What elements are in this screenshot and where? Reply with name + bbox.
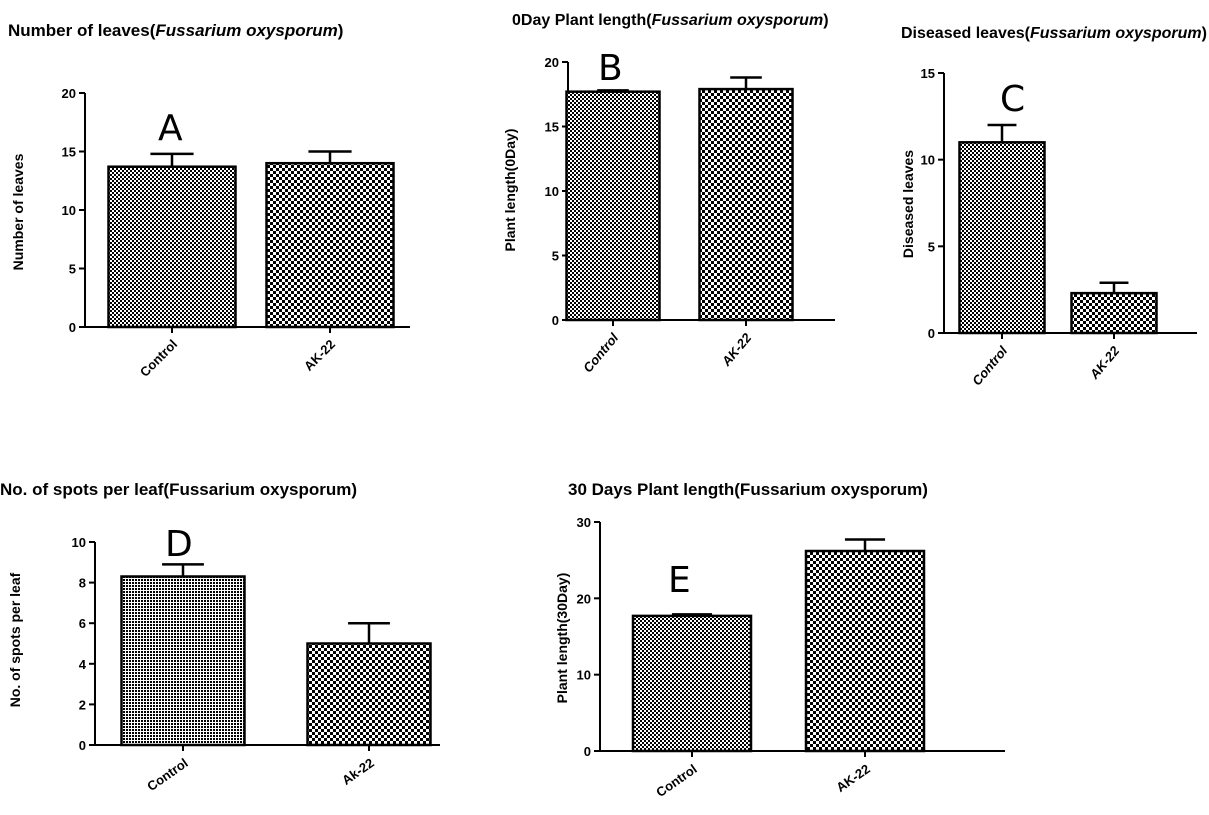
chart-title-text: Diseased leaves( <box>901 25 1031 42</box>
chart-title: Diseased leaves(Fussarium oxysporum) <box>901 25 1207 42</box>
y-tick-label: 20 <box>577 591 591 606</box>
bar-control <box>107 165 237 329</box>
y-tick-label: 0 <box>69 320 76 335</box>
y-tick-label: 8 <box>79 576 86 591</box>
chart-title-species: Fussarium oxysporum <box>652 12 824 29</box>
x-tick-label: Control <box>653 761 699 800</box>
y-tick-label: 0 <box>552 313 559 328</box>
y-axis-label: Plant length(30Day) <box>554 573 570 704</box>
y-tick-label: 0 <box>79 738 86 753</box>
x-tick-label: AK-22 <box>301 337 338 374</box>
chart-title: 0Day Plant length(Fussarium oxysporum) <box>512 12 829 29</box>
x-tick-label: Control <box>969 343 1010 388</box>
chart-panel-c: Diseased leaves(Fussarium oxysporum)Dise… <box>900 25 1207 388</box>
y-tick-label: 2 <box>79 697 86 712</box>
bar-ak-22 <box>804 549 926 753</box>
y-axis-label: No. of spots per leaf <box>7 572 23 707</box>
bar-control <box>958 141 1046 335</box>
y-tick-label: 10 <box>545 184 559 199</box>
y-tick-label: 10 <box>577 668 591 683</box>
y-tick-label: 4 <box>79 657 87 672</box>
chart-panel-b: 0Day Plant length(Fussarium oxysporum) Pl… <box>502 12 835 375</box>
y-tick-label: 5 <box>69 262 76 277</box>
bar-control <box>565 90 661 322</box>
x-tick-label: Control <box>580 330 621 375</box>
x-tick-label: Ak-22 <box>339 755 377 788</box>
y-tick-label: 6 <box>79 616 86 631</box>
chart-title-close: ) <box>823 12 828 29</box>
chart-title-text: No. of spots per leaf(Fussarium oxysporu… <box>0 480 357 499</box>
y-tick-label: 15 <box>545 120 559 135</box>
y-tick-label: 10 <box>62 203 76 218</box>
y-tick-label: 5 <box>552 249 559 264</box>
chart-title-text: 0Day Plant length( <box>512 12 652 29</box>
y-tick-label: 10 <box>921 153 935 168</box>
y-tick-label: 0 <box>928 326 935 341</box>
y-tick-label: 15 <box>62 145 76 160</box>
chart-title: 30 Days Plant length(Fussarium oxysporum… <box>568 480 928 499</box>
y-axis-label: Number of leaves <box>10 153 26 270</box>
y-axis-label: Diseased leaves <box>900 150 916 258</box>
x-tick-label: Control <box>137 337 180 380</box>
panel-letter: A <box>158 108 183 149</box>
bar-control <box>631 614 753 753</box>
chart-title-close: ) <box>338 21 344 40</box>
y-tick-label: 10 <box>72 535 86 550</box>
chart-title-text: 30 Days Plant length(Fussarium oxysporum… <box>568 480 928 499</box>
y-tick-label: 20 <box>62 86 76 101</box>
y-tick-label: 20 <box>545 55 559 70</box>
chart-title: Number of leaves(Fussarium oxysporum) <box>8 21 343 40</box>
chart-title: No. of spots per leaf(Fussarium oxysporu… <box>0 480 357 499</box>
x-tick-label: AK-22 <box>833 761 872 795</box>
y-tick-label: 30 <box>577 515 591 530</box>
panel-letter: E <box>668 560 691 601</box>
panel-letter: D <box>165 524 193 565</box>
y-axis-label: Plant length(0Day) <box>502 129 518 252</box>
bar-ak-22 <box>1070 291 1158 335</box>
chart-title-species: Fussarium oxysporum <box>155 21 337 40</box>
chart-panel-a: Number of leaves(Fussarium oxysporum)Num… <box>8 21 410 380</box>
x-tick-label: Control <box>144 755 190 794</box>
bar-control <box>120 575 246 747</box>
y-tick-label: 5 <box>928 239 935 254</box>
y-tick-label: 0 <box>584 744 591 759</box>
chart-panel-d: No. of spots per leaf(Fussarium oxysporu… <box>0 480 440 794</box>
panel-letter: B <box>598 48 623 89</box>
chart-title-species: Fussarium oxysporum <box>1030 25 1202 42</box>
panel-letter: C <box>1000 79 1025 120</box>
bar-ak-22 <box>265 161 395 329</box>
bar-ak-22 <box>306 642 432 747</box>
chart-title-close: ) <box>1202 25 1207 42</box>
y-tick-label: 15 <box>921 66 935 81</box>
chart-panel-e: 30 Days Plant length(Fussarium oxysporum… <box>554 480 1005 800</box>
chart-title-text: Number of leaves( <box>8 21 156 40</box>
bar-ak-22 <box>698 87 794 322</box>
x-tick-label: AK-22 <box>1086 343 1123 383</box>
x-tick-label: AK-22 <box>718 330 755 370</box>
